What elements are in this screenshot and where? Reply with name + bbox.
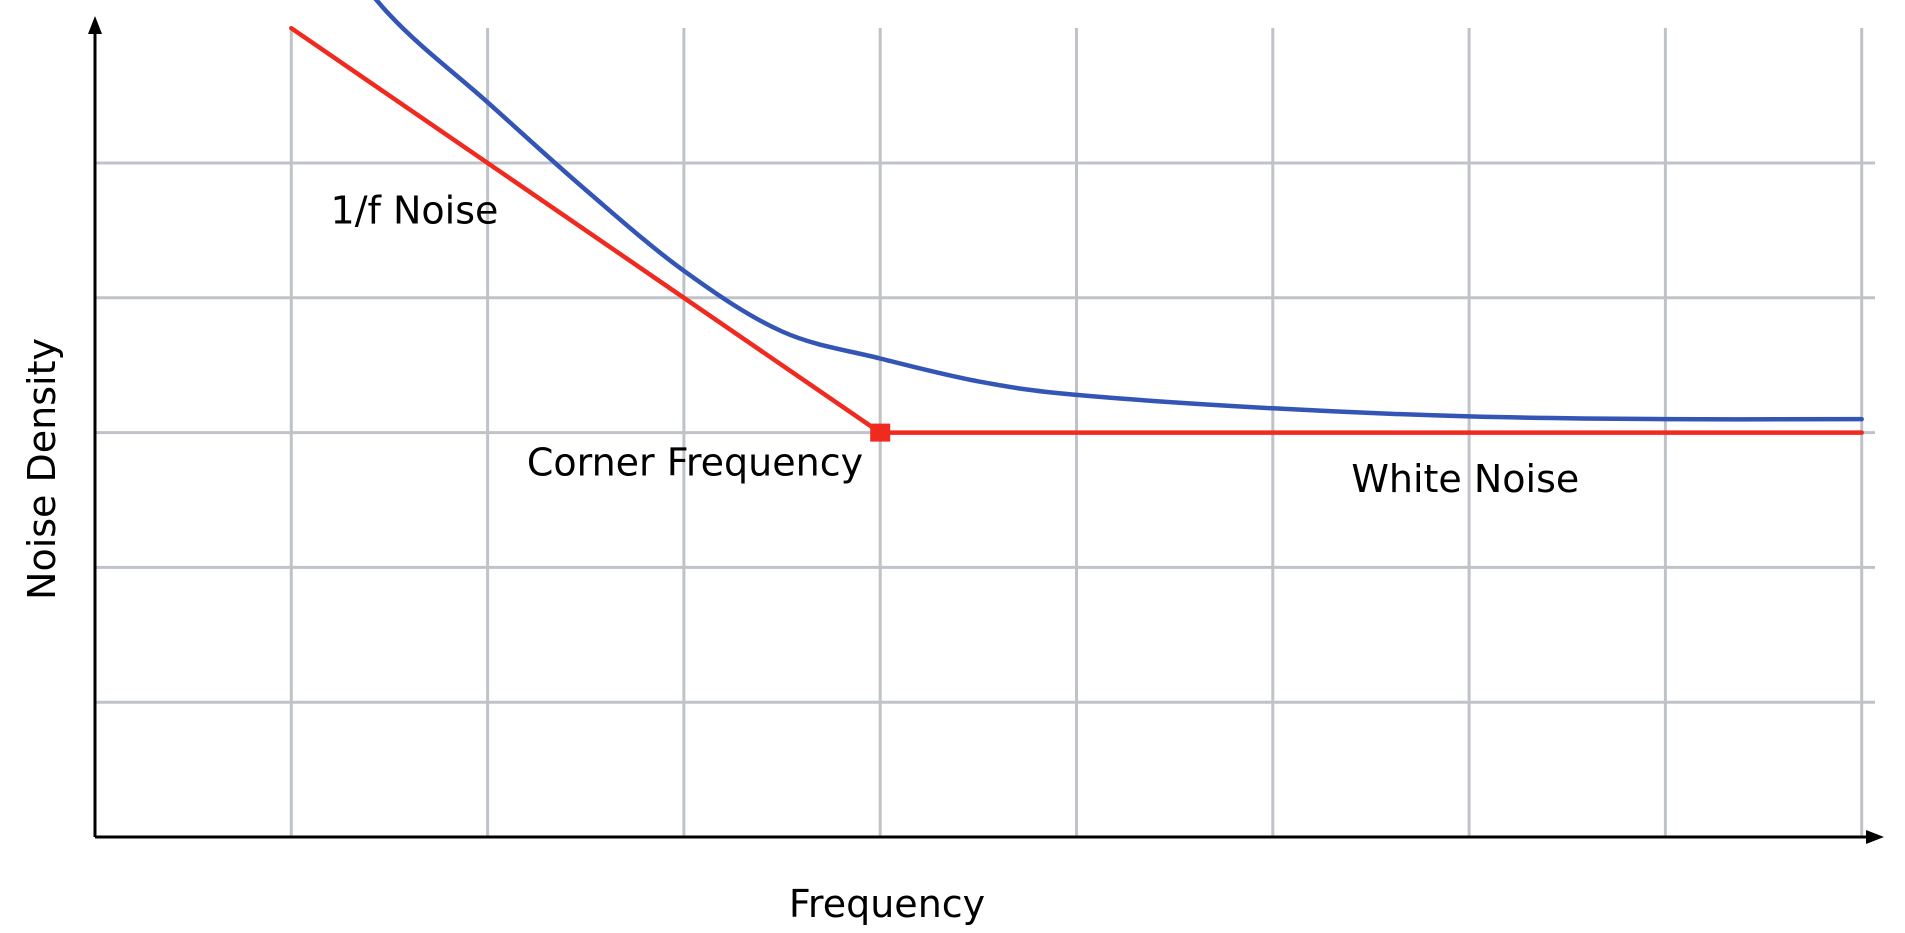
total-noise-curve xyxy=(373,0,1864,422)
x-axis-label: Frequency xyxy=(789,882,985,926)
y-axis-label: Noise Density xyxy=(20,338,64,600)
axes xyxy=(88,16,1884,844)
annotation-label: Corner Frequency xyxy=(527,441,863,485)
y-axis-arrow-icon xyxy=(88,16,102,34)
x-axis-arrow-icon xyxy=(1866,830,1884,844)
annotation-label: 1/f Noise xyxy=(331,189,499,233)
annotations: 1/f Noise Corner Frequency White Noise xyxy=(331,189,1580,501)
series xyxy=(289,0,1864,442)
annotation-label: White Noise xyxy=(1351,457,1579,501)
corner-frequency-marker xyxy=(870,423,891,442)
